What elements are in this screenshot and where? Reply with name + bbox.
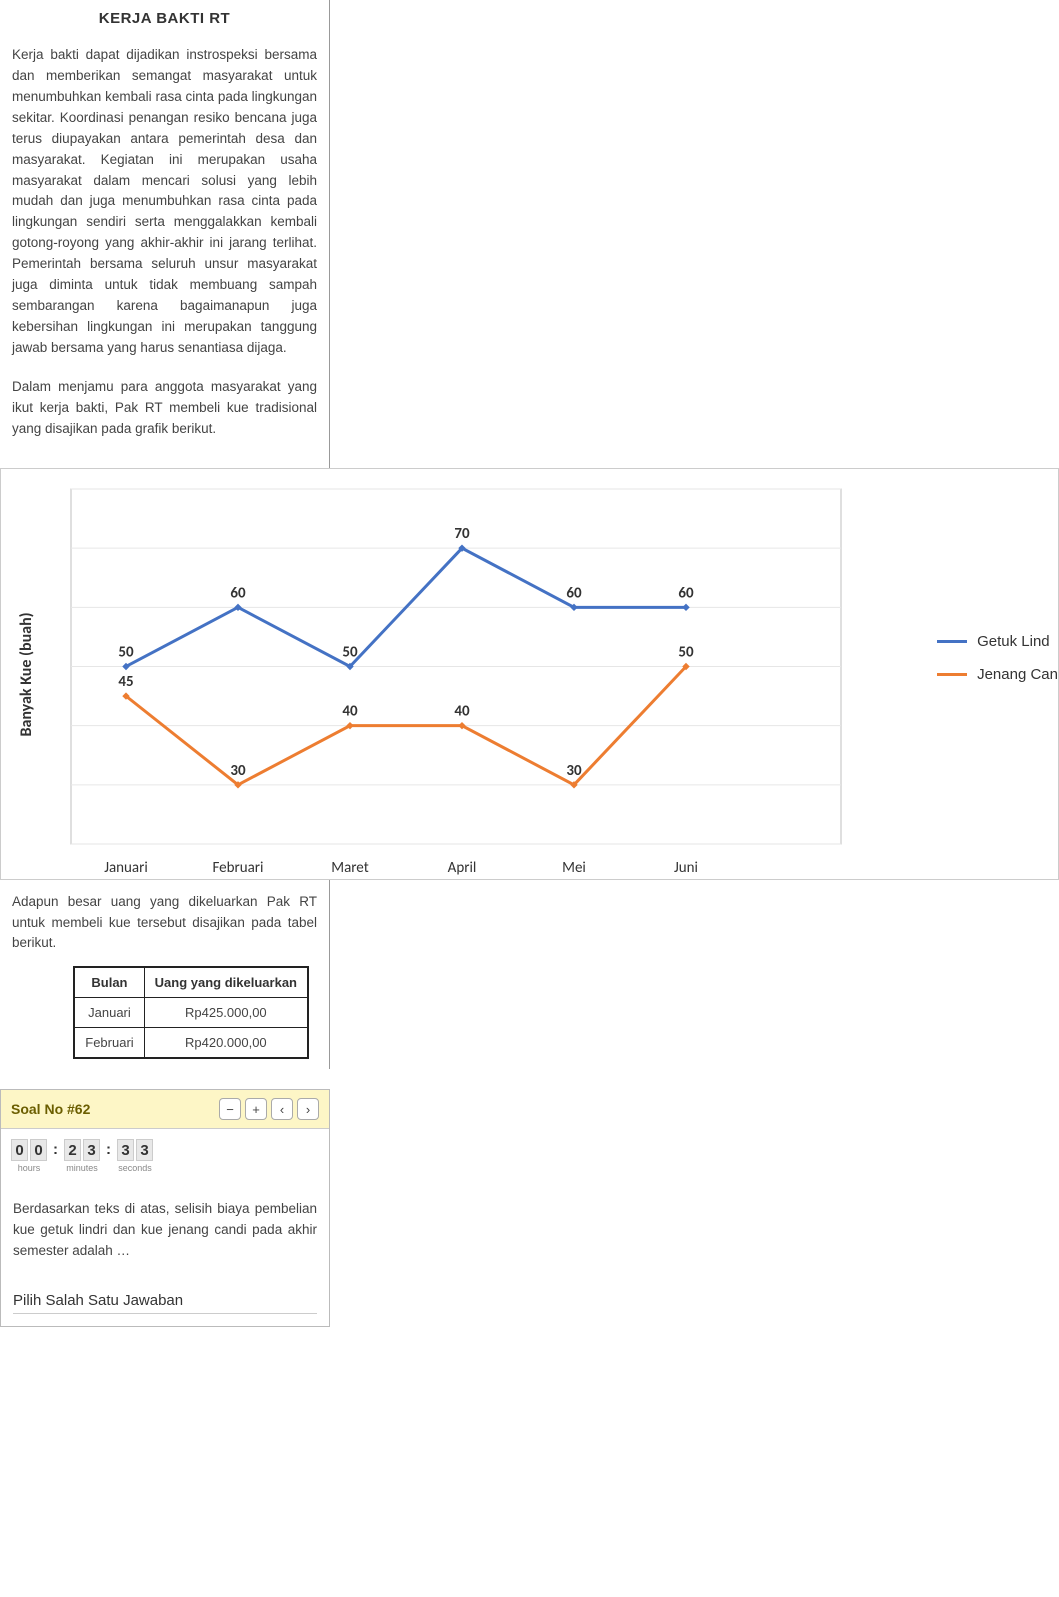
svg-text:Juni: Juni	[674, 859, 698, 877]
svg-text:Maret: Maret	[331, 859, 368, 877]
legend-swatch-1	[937, 640, 967, 643]
svg-text:40: 40	[342, 702, 358, 720]
svg-text:Banyak Kue (buah): Banyak Kue (buah)	[17, 612, 36, 736]
timer-digit: 2	[64, 1139, 81, 1161]
legend-label-2: Jenang Can	[977, 666, 1058, 683]
table-header-row: Bulan Uang yang dikeluarkan	[74, 967, 308, 998]
timer-seconds-group: 33 seconds	[117, 1139, 153, 1173]
svg-text:50: 50	[118, 643, 134, 661]
svg-text:70: 70	[454, 525, 470, 543]
question-header: Soal No #62 − + ‹ ›	[1, 1090, 329, 1129]
question-controls: − + ‹ ›	[219, 1098, 319, 1120]
legend-swatch-2	[937, 673, 967, 676]
zoom-in-button[interactable]: +	[245, 1098, 267, 1120]
timer-digit: 0	[11, 1139, 28, 1161]
timer-digit: 3	[117, 1139, 134, 1161]
article-column: KERJA BAKTI RT Kerja bakti dapat dijadik…	[0, 0, 330, 468]
article-paragraph-2: Dalam menjamu para anggota masyarakat ya…	[12, 377, 317, 440]
question-body: Berdasarkan teks di atas, selisih biaya …	[1, 1177, 329, 1326]
legend-item-1: Getuk Lind	[937, 633, 1058, 650]
question-text: Berdasarkan teks di atas, selisih biaya …	[13, 1199, 317, 1262]
timer-seconds-label: seconds	[117, 1163, 153, 1173]
timer-minutes-group: 23 minutes	[64, 1139, 100, 1173]
timer-hours-label: hours	[11, 1163, 47, 1173]
timer-colon: :	[106, 1139, 111, 1158]
legend-item-2: Jenang Can	[937, 666, 1058, 683]
article-paragraph-1: Kerja bakti dapat dijadikan instrospeksi…	[12, 45, 317, 359]
article-title: KERJA BAKTI RT	[12, 10, 317, 27]
svg-text:April: April	[448, 859, 477, 877]
svg-text:50: 50	[342, 643, 358, 661]
question-panel: Soal No #62 − + ‹ › 00 hours : 23 minute…	[0, 1089, 330, 1327]
timer-colon: :	[53, 1139, 58, 1158]
svg-text:60: 60	[230, 584, 246, 602]
table-cell: Rp420.000,00	[144, 1028, 308, 1059]
table-cell: Rp425.000,00	[144, 998, 308, 1028]
timer-minutes-label: minutes	[64, 1163, 100, 1173]
article-paragraph-3: Adapun besar uang yang dikeluarkan Pak R…	[12, 892, 317, 955]
svg-text:Februari: Februari	[213, 859, 264, 877]
chart-container: Banyak Kue (buah) Januari Februari Maret Apr…	[0, 468, 1059, 880]
countdown-timer: 00 hours : 23 minutes : 33 seconds	[1, 1129, 329, 1177]
question-number: Soal No #62	[11, 1101, 90, 1117]
table-row: JanuariRp425.000,00	[74, 998, 308, 1028]
chart-legend: Getuk Lind Jenang Can	[927, 633, 1058, 699]
zoom-out-button[interactable]: −	[219, 1098, 241, 1120]
svg-text:Mei: Mei	[562, 859, 586, 877]
legend-label-1: Getuk Lind	[977, 633, 1050, 650]
table-header-uang: Uang yang dikeluarkan	[144, 967, 308, 998]
table-cell: Januari	[74, 998, 144, 1028]
money-table: Bulan Uang yang dikeluarkan JanuariRp425…	[73, 966, 309, 1059]
timer-digit: 3	[136, 1139, 153, 1161]
table-row: FebruariRp420.000,00	[74, 1028, 308, 1059]
below-chart-column: Adapun besar uang yang dikeluarkan Pak R…	[0, 880, 330, 1070]
timer-digit: 3	[83, 1139, 100, 1161]
svg-text:60: 60	[566, 584, 582, 602]
svg-text:Januari: Januari	[104, 859, 148, 877]
svg-text:30: 30	[230, 761, 246, 779]
next-question-button[interactable]: ›	[297, 1098, 319, 1120]
line-chart: Banyak Kue (buah) Januari Februari Maret Apr…	[1, 479, 891, 879]
svg-text:60: 60	[678, 584, 694, 602]
table-cell: Februari	[74, 1028, 144, 1059]
table-header-bulan: Bulan	[74, 967, 144, 998]
svg-text:45: 45	[118, 673, 133, 691]
svg-text:50: 50	[678, 643, 694, 661]
timer-digit: 0	[30, 1139, 47, 1161]
prev-question-button[interactable]: ‹	[271, 1098, 293, 1120]
question-instruction: Pilih Salah Satu Jawaban	[13, 1292, 317, 1314]
svg-text:30: 30	[566, 761, 582, 779]
svg-text:40: 40	[454, 702, 470, 720]
timer-hours-group: 00 hours	[11, 1139, 47, 1173]
money-table-wrap: Bulan Uang yang dikeluarkan JanuariRp425…	[12, 966, 317, 1059]
